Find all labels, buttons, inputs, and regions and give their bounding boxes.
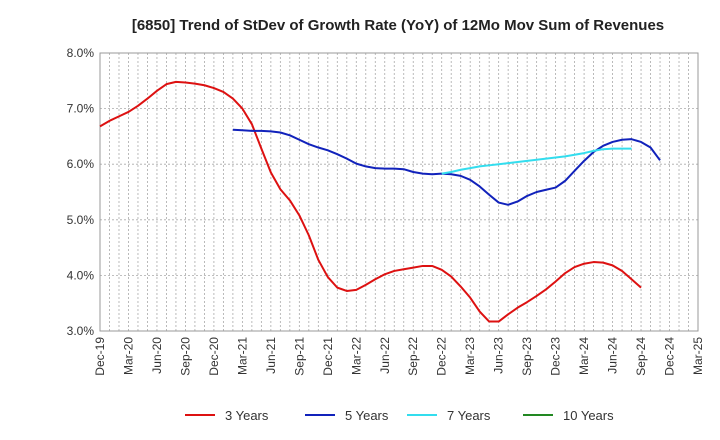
x-tick-label: Jun-23 <box>492 337 506 374</box>
x-tick-label: Sep-23 <box>520 337 534 376</box>
x-tick-label: Jun-20 <box>150 337 164 374</box>
y-tick-label: 6.0% <box>67 157 95 171</box>
y-tick-label: 8.0% <box>67 46 95 60</box>
x-tick-label: Sep-24 <box>634 337 648 376</box>
chart-title: [6850] Trend of StDev of Growth Rate (Yo… <box>132 17 664 34</box>
legend: 3 Years 5 Years 7 Years 10 Years <box>185 408 614 423</box>
x-tick-label: Mar-22 <box>349 337 363 375</box>
series-line-3-years <box>99 80 642 323</box>
legend-label: 5 Years <box>345 408 389 423</box>
x-tick-label: Dec-20 <box>207 337 221 376</box>
x-tick-label: Jun-24 <box>606 337 620 374</box>
x-tick-label: Mar-21 <box>235 337 249 375</box>
series-group <box>99 80 661 323</box>
series-line-5-years <box>232 128 661 206</box>
x-tick-label: Jun-22 <box>378 337 392 374</box>
x-tick-label: Dec-22 <box>435 337 449 376</box>
grid <box>100 53 698 331</box>
y-tick-label: 4.0% <box>67 268 95 282</box>
plot-area <box>99 52 699 332</box>
x-tick-label: Sep-20 <box>178 337 192 376</box>
legend-label: 3 Years <box>225 408 269 423</box>
series-line-7-years <box>441 147 632 175</box>
x-tick-label: Mar-23 <box>463 337 477 375</box>
legend-label: 10 Years <box>563 408 614 423</box>
x-tick-label: Dec-23 <box>549 337 563 376</box>
x-tick-label: Sep-22 <box>406 337 420 376</box>
x-tick-label: Mar-24 <box>577 337 591 375</box>
x-tick-label: Dec-21 <box>321 337 335 376</box>
legend-label: 7 Years <box>447 408 491 423</box>
x-tick-label: Sep-21 <box>292 337 306 376</box>
y-tick-label: 7.0% <box>67 102 95 116</box>
x-tick-label: Mar-25 <box>691 337 705 375</box>
x-tick-label: Dec-19 <box>93 337 107 376</box>
y-axis: 3.0% 4.0% 5.0% 6.0% 7.0% 8.0% <box>67 46 95 338</box>
x-tick-label: Jun-21 <box>264 337 278 374</box>
x-tick-label: Mar-20 <box>121 337 135 375</box>
y-tick-label: 3.0% <box>67 324 95 338</box>
y-tick-label: 5.0% <box>67 213 95 227</box>
x-tick-label: Dec-24 <box>663 337 677 376</box>
x-axis: Dec-19 Mar-20 Jun-20 Sep-20 Dec-20 Mar-21 Jun-… <box>93 337 705 376</box>
